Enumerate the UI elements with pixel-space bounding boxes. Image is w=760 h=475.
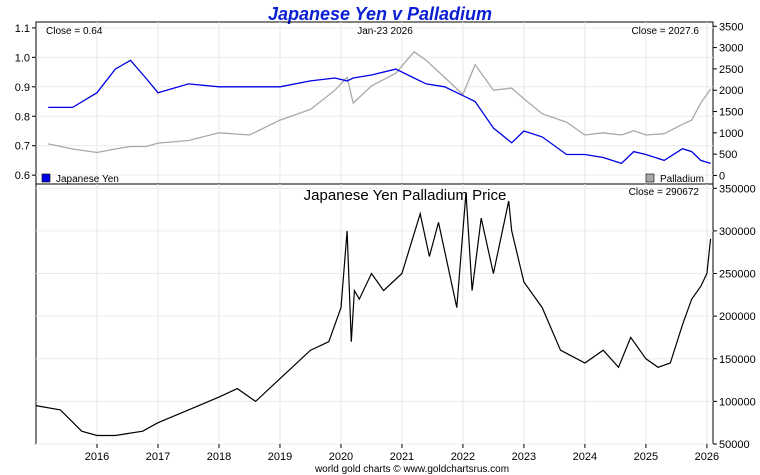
palladium-legend-swatch bbox=[645, 173, 655, 183]
bottom-right-tick-label: 50000 bbox=[719, 439, 750, 451]
right-tick-label: 2500 bbox=[719, 64, 743, 76]
right-tick-label: 3500 bbox=[719, 21, 743, 33]
date-label: Jan-23 2026 bbox=[357, 26, 413, 37]
x-tick-label: 2025 bbox=[634, 451, 658, 463]
palladium-close-label: Close = 2027.6 bbox=[631, 26, 699, 37]
left-tick-label: 1.0 bbox=[15, 52, 30, 64]
bottom-grid bbox=[36, 184, 713, 445]
right-tick-label: 1500 bbox=[719, 107, 743, 119]
x-tick-label: 2023 bbox=[512, 451, 536, 463]
right-tick-label: 1000 bbox=[719, 128, 743, 140]
bottom-right-tick-label: 100000 bbox=[719, 396, 756, 408]
left-tick-label: 0.6 bbox=[15, 170, 30, 182]
footer-credit: world gold charts © www.goldchartsrus.co… bbox=[314, 464, 509, 475]
left-tick-label: 1.1 bbox=[15, 23, 30, 35]
bottom-panel-frame bbox=[35, 183, 714, 445]
ratio-series-line bbox=[35, 192, 712, 437]
x-tick-label: 2022 bbox=[451, 451, 475, 463]
x-tick-label: 2016 bbox=[85, 451, 109, 463]
x-tick-label: 2021 bbox=[390, 451, 414, 463]
right-tick-label: 2000 bbox=[719, 85, 743, 97]
x-tick-label: 2026 bbox=[695, 451, 719, 463]
top-series-group bbox=[48, 50, 712, 165]
bottom-right-tick-label: 200000 bbox=[719, 311, 756, 323]
ratio-close-label: Close = 290672 bbox=[629, 187, 700, 198]
right-tick-label: 3000 bbox=[719, 43, 743, 55]
x-tick-label: 2024 bbox=[573, 451, 597, 463]
x-tick-label: 2020 bbox=[329, 451, 353, 463]
bottom-right-tick-label: 350000 bbox=[719, 183, 756, 195]
yen-close-label: Close = 0.64 bbox=[46, 26, 103, 37]
top-left-axis: 1.1 1.0 0.9 0.8 0.7 0.6 bbox=[15, 23, 36, 182]
top-right-axis: 3500 3000 2500 2000 1500 1000 500 0 bbox=[713, 21, 743, 182]
yen-series-line bbox=[48, 59, 711, 165]
bottom-right-tick-label: 300000 bbox=[719, 226, 756, 238]
bottom-series-group bbox=[35, 192, 712, 437]
x-tick-label: 2018 bbox=[207, 451, 231, 463]
x-tick-label: 2019 bbox=[268, 451, 292, 463]
right-tick-label: 500 bbox=[719, 149, 737, 161]
ratio-chart-title: Japanese Yen Palladium Price bbox=[304, 187, 507, 204]
yen-legend-label: Japanese Yen bbox=[56, 174, 119, 185]
x-axis: 2016 2017 2018 2019 2020 2021 2022 2023 2024 2025… bbox=[85, 444, 719, 463]
bottom-right-axis: 350000 300000 250000 200000 150000 100000 5000… bbox=[713, 183, 756, 451]
palladium-legend-label: Palladium bbox=[660, 174, 704, 185]
yen-legend-swatch bbox=[41, 173, 51, 183]
x-tick-label: 2017 bbox=[146, 451, 170, 463]
left-tick-label: 0.9 bbox=[15, 82, 30, 94]
bottom-right-tick-label: 150000 bbox=[719, 354, 756, 366]
palladium-series-line bbox=[48, 50, 712, 154]
left-tick-label: 0.7 bbox=[15, 141, 30, 153]
chart-title: Japanese Yen v Palladium bbox=[268, 4, 492, 24]
left-tick-label: 0.8 bbox=[15, 111, 30, 123]
right-tick-label: 0 bbox=[719, 170, 725, 182]
bottom-right-tick-label: 250000 bbox=[719, 269, 756, 281]
